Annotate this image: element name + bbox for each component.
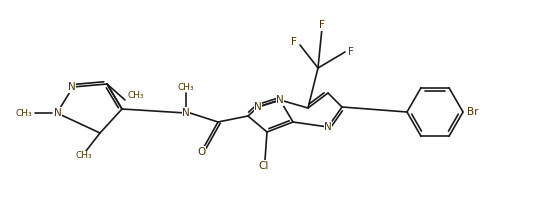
Text: O: O: [197, 147, 205, 157]
Text: Cl: Cl: [259, 161, 269, 171]
Text: Br: Br: [467, 107, 478, 117]
Text: N: N: [54, 108, 62, 118]
Text: N: N: [182, 108, 190, 118]
Text: N: N: [324, 122, 332, 132]
Text: CH₃: CH₃: [127, 91, 143, 101]
Text: F: F: [319, 20, 325, 30]
Text: CH₃: CH₃: [178, 83, 194, 91]
Text: N: N: [68, 82, 76, 92]
Text: N: N: [254, 102, 262, 112]
Text: F: F: [348, 47, 354, 57]
Text: F: F: [291, 37, 297, 47]
Text: N: N: [276, 95, 284, 105]
Text: CH₃: CH₃: [16, 109, 32, 118]
Text: CH₃: CH₃: [75, 151, 93, 161]
